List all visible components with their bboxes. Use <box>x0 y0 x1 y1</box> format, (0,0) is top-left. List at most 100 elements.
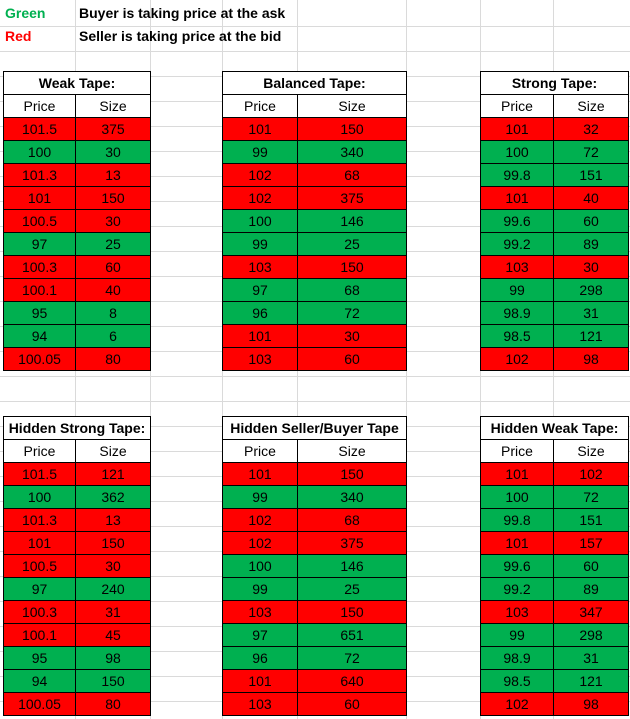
table-cell: 31 <box>553 646 629 670</box>
table-cell: 68 <box>297 163 407 187</box>
legend-key: Green <box>5 5 46 21</box>
table-cell: 99 <box>222 140 298 164</box>
table-cell: 100.3 <box>3 600 76 624</box>
table-cell: 103 <box>480 600 554 624</box>
table-cell: 89 <box>553 232 629 256</box>
table-cell: 95 <box>3 646 76 670</box>
table-cell: 150 <box>75 531 151 555</box>
table-cell: 100 <box>480 140 554 164</box>
table-cell: 640 <box>297 669 407 693</box>
table-cell: 102 <box>480 692 554 716</box>
table-cell: 13 <box>75 163 151 187</box>
table-cell: 95 <box>3 301 76 325</box>
table-cell: 25 <box>297 232 407 256</box>
table-cell: 100.3 <box>3 255 76 279</box>
table-cell: 60 <box>553 554 629 578</box>
table-cell: 30 <box>297 324 407 348</box>
table-cell: 30 <box>553 255 629 279</box>
table-cell: 102 <box>222 163 298 187</box>
table-cell: 99 <box>222 485 298 509</box>
column-header: Size <box>75 94 151 118</box>
table-cell: 72 <box>297 646 407 670</box>
table-cell: 40 <box>553 186 629 210</box>
table-cell: 96 <box>222 646 298 670</box>
table-cell: 240 <box>75 577 151 601</box>
table-cell: 102 <box>222 186 298 210</box>
table-cell: 68 <box>297 508 407 532</box>
table-cell: 72 <box>553 140 629 164</box>
table-cell: 99 <box>480 623 554 647</box>
table-cell: 60 <box>553 209 629 233</box>
table-cell: 45 <box>75 623 151 647</box>
table-cell: 98 <box>553 692 629 716</box>
table-cell: 150 <box>75 669 151 693</box>
table-cell: 30 <box>75 209 151 233</box>
table-cell: 99 <box>480 278 554 302</box>
table-cell: 102 <box>222 508 298 532</box>
table-cell: 80 <box>75 692 151 716</box>
table-cell: 99.2 <box>480 577 554 601</box>
table-cell: 80 <box>75 347 151 371</box>
table-cell: 103 <box>222 600 298 624</box>
column-header: Size <box>553 94 629 118</box>
table-cell: 121 <box>75 462 151 486</box>
table-cell: 375 <box>75 117 151 141</box>
table-cell: 100 <box>480 485 554 509</box>
table-cell: 100 <box>3 485 76 509</box>
table-cell: 98.5 <box>480 669 554 693</box>
table-cell: 99.6 <box>480 554 554 578</box>
table-cell: 102 <box>553 462 629 486</box>
column-header: Size <box>75 439 151 463</box>
table-cell: 151 <box>553 508 629 532</box>
table-cell: 99.6 <box>480 209 554 233</box>
table-cell: 101.5 <box>3 117 76 141</box>
table-cell: 99.8 <box>480 508 554 532</box>
table-cell: 651 <box>297 623 407 647</box>
table-cell: 8 <box>75 301 151 325</box>
table-cell: 101 <box>222 324 298 348</box>
table-cell: 103 <box>222 255 298 279</box>
table-cell: 100.05 <box>3 692 76 716</box>
column-header: Size <box>297 439 407 463</box>
table-cell: 298 <box>553 623 629 647</box>
table-cell: 340 <box>297 485 407 509</box>
table-cell: 96 <box>222 301 298 325</box>
column-header: Size <box>553 439 629 463</box>
table-cell: 60 <box>297 347 407 371</box>
table-cell: 97 <box>222 623 298 647</box>
table-cell: 94 <box>3 324 76 348</box>
table-cell: 103 <box>222 692 298 716</box>
table-cell: 100.5 <box>3 209 76 233</box>
table-cell: 101 <box>480 186 554 210</box>
table-cell: 6 <box>75 324 151 348</box>
table-cell: 97 <box>3 577 76 601</box>
table-cell: 31 <box>75 600 151 624</box>
table-cell: 60 <box>75 255 151 279</box>
table-cell: 98.9 <box>480 646 554 670</box>
table-cell: 340 <box>297 140 407 164</box>
column-header: Price <box>3 439 76 463</box>
table-cell: 30 <box>75 140 151 164</box>
table-cell: 100 <box>3 140 76 164</box>
legend-key: Red <box>5 28 32 44</box>
table-cell: 101 <box>480 117 554 141</box>
table-cell: 13 <box>75 508 151 532</box>
table-cell: 121 <box>553 324 629 348</box>
table-cell: 101 <box>480 462 554 486</box>
table-title: Weak Tape: <box>3 71 151 95</box>
table-cell: 60 <box>297 692 407 716</box>
column-header: Size <box>297 94 407 118</box>
table-cell: 101 <box>222 462 298 486</box>
table-cell: 89 <box>553 577 629 601</box>
table-cell: 102 <box>222 531 298 555</box>
table-cell: 101 <box>222 669 298 693</box>
table-cell: 151 <box>553 163 629 187</box>
table-title: Balanced Tape: <box>222 71 407 95</box>
table-cell: 72 <box>553 485 629 509</box>
table-cell: 347 <box>553 600 629 624</box>
table-cell: 25 <box>75 232 151 256</box>
table-cell: 103 <box>222 347 298 371</box>
table-cell: 100.5 <box>3 554 76 578</box>
table-cell: 101.3 <box>3 163 76 187</box>
